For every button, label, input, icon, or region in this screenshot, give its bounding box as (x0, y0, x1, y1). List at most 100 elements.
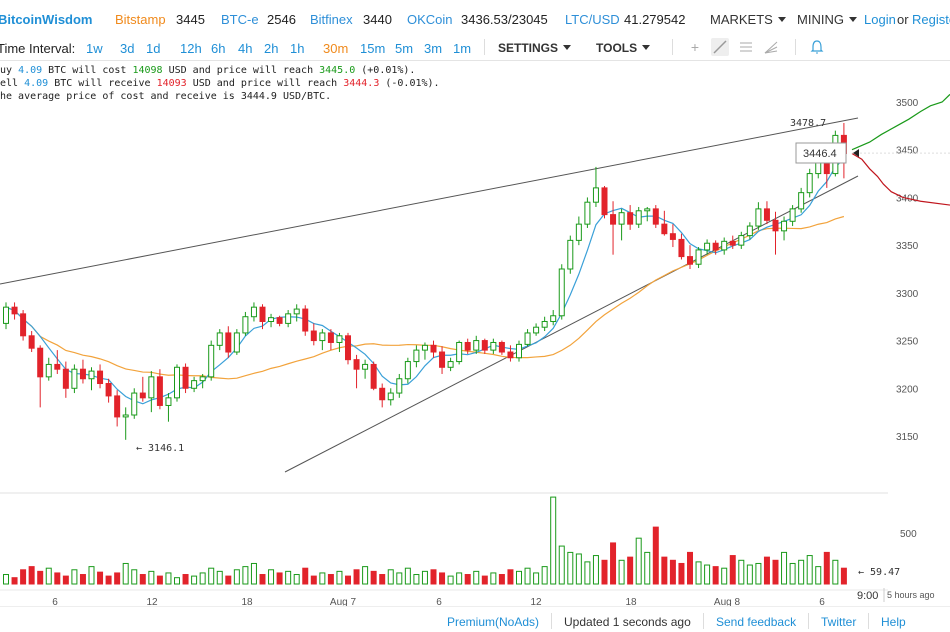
candle (370, 361, 377, 391)
exchange-name-bitfinex[interactable]: Bitfinex (310, 12, 353, 27)
twitter-link[interactable]: Twitter (821, 615, 857, 629)
y-tick-label: 3350 (896, 241, 919, 252)
candle (88, 367, 95, 391)
volume-bar (661, 556, 668, 585)
interval-3m[interactable]: 3m (424, 41, 443, 56)
fib-fan-icon[interactable] (762, 38, 780, 56)
volume-bar (122, 562, 129, 585)
login-link[interactable]: Login (864, 12, 896, 27)
help-link[interactable]: Help (881, 615, 906, 629)
crosshair-icon[interactable]: + (690, 39, 700, 55)
candle (490, 338, 497, 354)
volume-bar (781, 551, 788, 585)
buy-text-2: USD and price will reach (162, 65, 320, 76)
interval-30m[interactable]: 30m (323, 41, 349, 56)
bell-graphic (810, 40, 824, 54)
candle-body (439, 351, 446, 368)
divider (868, 613, 869, 629)
candle (584, 197, 591, 228)
candle (439, 346, 446, 374)
candle-body (79, 368, 86, 380)
volume-bar (618, 559, 625, 585)
interval-5m[interactable]: 5m (395, 41, 414, 56)
candle-body (276, 317, 283, 324)
volume-bar (610, 542, 617, 585)
volume-bar (806, 555, 813, 585)
mining-menu[interactable]: MINING (797, 12, 857, 27)
trendline-icon-graphic (713, 40, 727, 54)
volume-bar (71, 569, 78, 585)
candle (695, 247, 702, 269)
interval-1d[interactable]: 1d (146, 41, 161, 56)
volume-bar (678, 562, 685, 585)
bell-icon[interactable] (808, 38, 826, 56)
candle-body (729, 240, 736, 246)
candle-body (627, 212, 634, 225)
volume-bar (592, 555, 599, 585)
candle (336, 332, 343, 353)
fib-fan-graphic (764, 41, 778, 54)
candle (567, 235, 574, 274)
candle (148, 371, 155, 413)
exchange-price-ltcusd: 41.279542 (624, 12, 686, 27)
candle-body (233, 332, 240, 353)
interval-1h[interactable]: 1h (290, 41, 305, 56)
interval-1m[interactable]: 1m (453, 41, 472, 56)
candle (772, 211, 779, 255)
site-logo[interactable]: BitcoinWisdom (0, 12, 93, 27)
candle (421, 342, 428, 360)
trendline-tool-icon[interactable] (711, 38, 729, 56)
markets-menu[interactable]: MARKETS (710, 12, 786, 27)
candle-body (208, 344, 215, 378)
candle-body (45, 363, 52, 378)
volume-bar (302, 567, 309, 585)
candle-body (490, 341, 497, 351)
interval-12h[interactable]: 12h (180, 41, 202, 56)
exchange-price-okcoin: 3436.53/23045 (461, 12, 548, 27)
buy-price: 3445.0 (319, 65, 356, 76)
settings-label: SETTINGS (498, 41, 559, 55)
interval-2h[interactable]: 2h (264, 41, 279, 56)
tools-menu[interactable]: TOOLS (596, 41, 651, 55)
candle (268, 313, 275, 328)
candle (293, 304, 300, 322)
candle (71, 364, 78, 394)
current-price-label: 3446.4 (803, 148, 837, 160)
candle-body (533, 326, 540, 334)
candle (661, 210, 668, 236)
send-feedback-link[interactable]: Send feedback (716, 615, 797, 629)
volume-bar (473, 570, 480, 585)
interval-3d[interactable]: 3d (120, 41, 135, 56)
candle-body (618, 212, 625, 225)
candle-body (242, 316, 249, 334)
exchange-name-ltcusd[interactable]: LTC/USD (565, 12, 620, 27)
candle-body (755, 208, 762, 227)
premium-link[interactable]: Premium(NoAds) (447, 615, 540, 629)
markets-label: MARKETS (710, 12, 773, 27)
candle (250, 302, 257, 322)
interval-6h[interactable]: 6h (211, 41, 226, 56)
candle (387, 388, 394, 406)
candle-body (139, 392, 146, 399)
candle-body (37, 347, 44, 378)
exchange-name-btce[interactable]: BTC-e (221, 12, 259, 27)
exchange-name-okcoin[interactable]: OKCoin (407, 12, 453, 27)
candle (156, 369, 163, 410)
register-link[interactable]: Registe (912, 12, 950, 27)
sell-price: 3444.3 (343, 78, 380, 89)
volume-bar (54, 572, 61, 585)
interval-1w[interactable]: 1w (86, 41, 103, 56)
exchange-price-bitstamp: 3445 (176, 12, 205, 27)
interval-4h[interactable]: 4h (238, 41, 253, 56)
candle-body (122, 414, 129, 418)
candle (191, 376, 198, 393)
interval-15m[interactable]: 15m (360, 41, 386, 56)
candle-body (71, 368, 78, 389)
volume-bar (695, 561, 702, 585)
horizontal-lines-icon[interactable] (737, 38, 755, 56)
exchange-name-bitstamp[interactable]: Bitstamp (115, 12, 166, 27)
settings-menu[interactable]: SETTINGS (498, 41, 572, 55)
volume-bar (165, 572, 172, 585)
candle-body (738, 235, 745, 246)
